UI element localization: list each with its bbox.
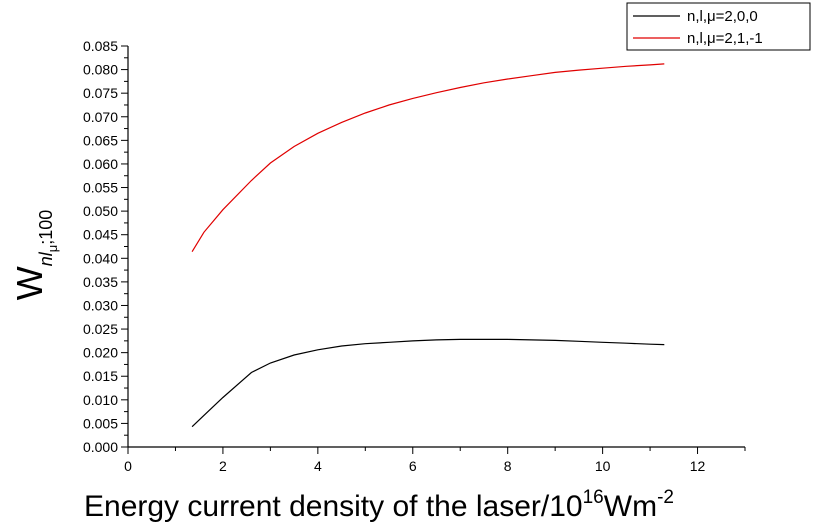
y-tick-label: 0.060 — [83, 156, 118, 172]
y-tick-label: 0.015 — [83, 368, 118, 384]
y-tick-label: 0.040 — [83, 250, 118, 266]
x-tick-label: 0 — [124, 458, 132, 474]
legend-label-series-1: n,l,μ=2,1,-1 — [687, 30, 763, 47]
ylabel-sub: nl — [36, 251, 56, 266]
x-tick-label: 2 — [219, 458, 227, 474]
x-tick-label: 8 — [504, 458, 512, 474]
ylabel-sub3: ;100 — [36, 210, 56, 245]
y-tick-label: 0.030 — [83, 297, 118, 313]
y-ticks: 0.000 0.005 0.010 0.015 0.020 0.025 0.030 0.035… — [83, 38, 128, 455]
ylabel-main: W — [9, 266, 50, 300]
legend-label-series-0: n,l,μ=2,0,0 — [687, 8, 758, 25]
y-tick-label: 0.000 — [83, 439, 118, 455]
y-axis-label: Wnlμ;100 — [9, 210, 60, 301]
x-axis-label: Energy current density of the laser/1016… — [84, 487, 674, 523]
y-tick-label: 0.065 — [83, 132, 118, 148]
y-tick-label: 0.035 — [83, 274, 118, 290]
y-tick-label: 0.080 — [83, 62, 118, 78]
x-tick-label: 10 — [595, 458, 611, 474]
legend-box — [626, 2, 811, 51]
x-tick-label: 4 — [314, 458, 322, 474]
y-tick-label: 0.045 — [83, 227, 118, 243]
xlabel-text: Energy current density of the laser/10 — [84, 490, 583, 523]
xlabel-unit-exp: -2 — [657, 487, 674, 508]
series-line-0 — [191, 338, 665, 428]
series-layer — [191, 63, 665, 428]
y-tick-label: 0.020 — [83, 345, 118, 361]
xlabel-unit: Wm — [604, 490, 657, 523]
y-tick-label: 0.075 — [83, 85, 118, 101]
series-line-1 — [191, 63, 665, 253]
y-tick-label: 0.005 — [83, 415, 118, 431]
y-tick-label: 0.085 — [83, 38, 118, 54]
x-ticks: 0 2 4 6 8 10 12 — [124, 447, 746, 474]
y-tick-label: 0.025 — [83, 321, 118, 337]
ylabel-sub2: μ — [45, 245, 60, 253]
x-tick-label: 6 — [409, 458, 417, 474]
legend: n,l,μ=2,0,0 n,l,μ=2,1,-1 — [626, 2, 811, 51]
x-tick-label: 12 — [690, 458, 706, 474]
y-tick-label: 0.050 — [83, 203, 118, 219]
y-tick-label: 0.055 — [83, 180, 118, 196]
xlabel-exp: 16 — [583, 487, 604, 508]
y-tick-label: 0.010 — [83, 392, 118, 408]
svg-text:Wnlμ;100: Wnlμ;100 — [9, 210, 60, 301]
y-tick-label: 0.070 — [83, 109, 118, 125]
